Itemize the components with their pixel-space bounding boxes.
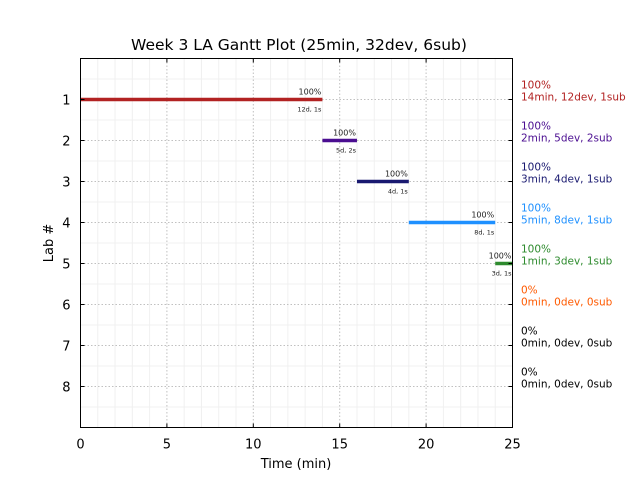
y-tick-label: 5 — [62, 258, 70, 273]
ticks: 0 5 10 15 20 25 1 2 3 4 5 6 7 8 — [62, 58, 521, 453]
chart-title: Week 3 LA Gantt Plot (25min, 32dev, 6sub… — [131, 36, 467, 54]
bar-percent-label: 100% — [385, 170, 408, 179]
summary-percent: 100% — [521, 244, 551, 256]
summary-stats: 2min, 5dev, 2sub — [521, 133, 613, 145]
bar-percent-label: 100% — [299, 88, 322, 97]
summary-stats: 0min, 0dev, 0sub — [521, 338, 613, 350]
x-tick-label: 15 — [331, 438, 348, 453]
summary-percent: 100% — [521, 80, 551, 92]
y-tick-label: 3 — [62, 176, 70, 191]
bar-detail-label: 12d, 1s — [297, 106, 322, 114]
y-tick-label: 4 — [62, 217, 70, 232]
grid — [80, 58, 513, 428]
summary-stats: 0min, 0dev, 0sub — [521, 379, 613, 391]
summary-percent: 100% — [521, 162, 551, 174]
x-axis-label: Time (min) — [260, 457, 332, 472]
summary-percent: 0% — [521, 367, 538, 379]
y-tick-label: 7 — [62, 340, 70, 355]
summary-stats: 0min, 0dev, 0sub — [521, 297, 613, 309]
y-axis-label: Lab # — [42, 224, 57, 263]
summary-stats: 14min, 12dev, 1sub — [521, 92, 626, 104]
y-tick-label: 8 — [62, 381, 70, 396]
y-tick-label: 1 — [62, 94, 70, 109]
x-tick-label: 10 — [245, 438, 262, 453]
bar-percent-label: 100% — [489, 252, 512, 261]
plot-frame — [80, 58, 513, 428]
summary-stats: 5min, 8dev, 1sub — [521, 215, 613, 227]
summary-percent: 0% — [521, 285, 538, 297]
summary-percent: 100% — [521, 203, 551, 215]
bars: 100% 12d, 1s 100% 5d, 2s 100% 4d, 1s 100% 8d, 1… — [80, 88, 513, 278]
bar-detail-label: 3d, 1s — [492, 270, 513, 278]
bar-percent-label: 100% — [333, 129, 356, 138]
summary-stats: 3min, 4dev, 1sub — [521, 174, 613, 186]
summary-stats: 1min, 3dev, 1sub — [521, 256, 613, 268]
bar-detail-label: 4d, 1s — [388, 188, 409, 196]
x-tick-label: 20 — [418, 438, 435, 453]
summary-percent: 100% — [521, 121, 551, 133]
x-tick-label: 25 — [504, 438, 521, 453]
summary-percent: 0% — [521, 326, 538, 338]
x-tick-label: 0 — [76, 438, 84, 453]
bar-percent-label: 100% — [471, 211, 494, 220]
bar-detail-label: 8d, 1s — [474, 229, 495, 237]
bar-detail-label: 5d, 2s — [336, 147, 357, 155]
y-tick-label: 2 — [62, 135, 70, 150]
x-tick-label: 5 — [163, 438, 171, 453]
y-tick-label: 6 — [62, 299, 70, 314]
